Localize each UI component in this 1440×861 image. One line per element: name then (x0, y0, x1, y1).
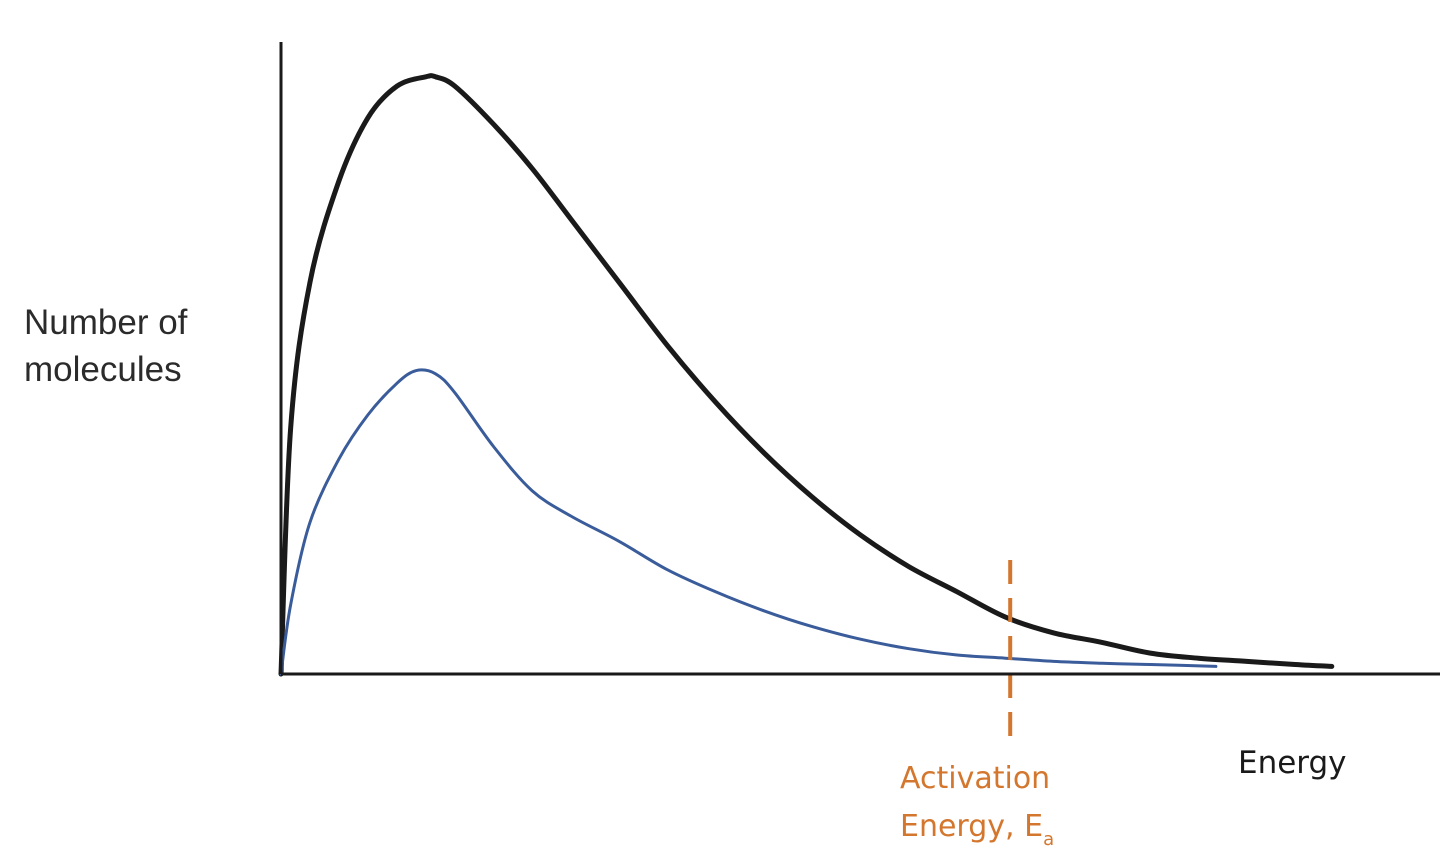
series-line-1 (278, 73, 1335, 677)
series-line-2 (279, 368, 1218, 676)
activation-energy-label-line-2: Energy, E (900, 809, 1043, 844)
series-layer (278, 73, 1335, 677)
activation-energy-label: Activation Energy, Ea (900, 761, 1060, 850)
y-axis-label-line-2: molecules (24, 350, 182, 389)
activation-energy-label-line-1: Activation (900, 761, 1050, 796)
x-axis-label: Energy (1238, 745, 1347, 781)
activation-energy-subscript: a (1043, 829, 1054, 850)
y-axis-label-line-1: Number of (24, 303, 188, 342)
y-axis-label: Number of molecules (24, 303, 197, 389)
